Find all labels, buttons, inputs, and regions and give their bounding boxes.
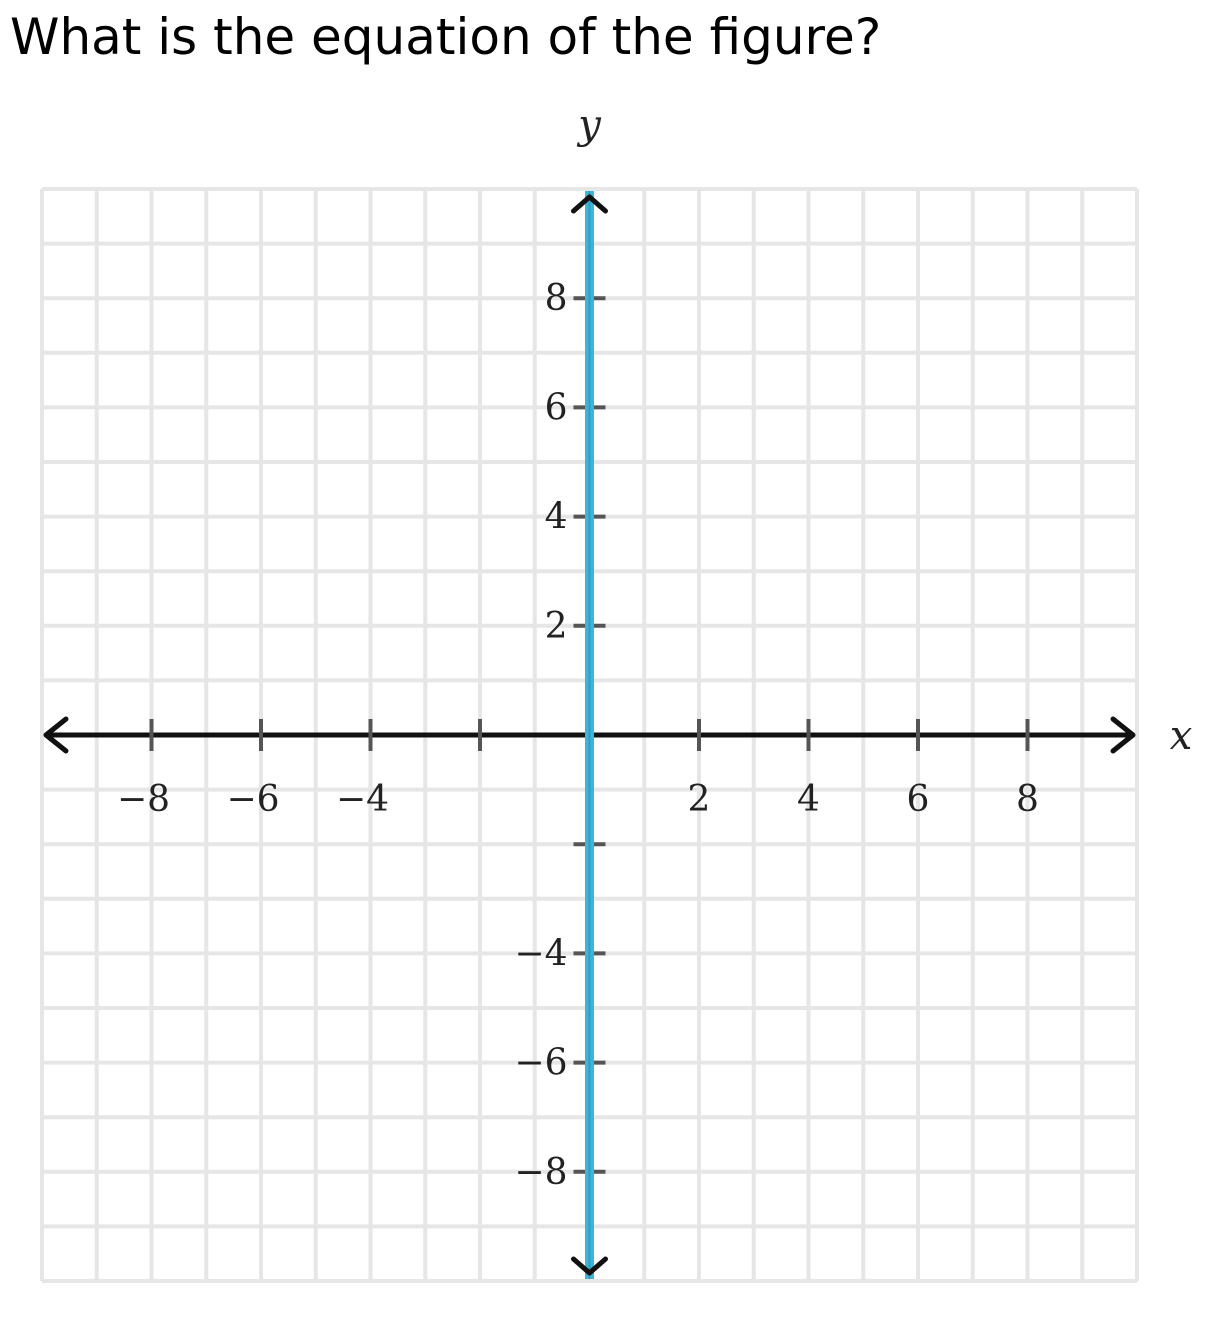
x-tick-label: −4 (336, 779, 389, 820)
y-tick-label: −8 (514, 1152, 567, 1193)
x-tick-label: 6 (907, 779, 930, 820)
question-text: What is the equation of the figure? (10, 8, 882, 66)
y-tick-label: 2 (545, 606, 568, 647)
y-tick-label: 6 (545, 387, 568, 428)
y-axis-label: y (576, 102, 602, 148)
y-tick-label: −6 (514, 1043, 567, 1084)
series (571, 191, 608, 1279)
x-axis-arrow-right (1110, 716, 1136, 754)
labels: −8 −6 −4 2 4 6 8 8 6 4 2 −4 −6 −8 x y (117, 102, 1192, 1193)
x-tick-label: 2 (688, 779, 711, 820)
x-axis-arrow-left (43, 716, 69, 754)
x-tick-label: −8 (117, 779, 170, 820)
x-axis-label: x (1170, 713, 1193, 759)
y-tick-label: 4 (545, 497, 568, 538)
x-tick-label: 8 (1016, 779, 1039, 820)
series-arrow-bottom (571, 1256, 608, 1276)
x-tick-label: 4 (797, 779, 820, 820)
series-arrow-top (571, 194, 608, 214)
x-tick-label: −6 (226, 779, 279, 820)
y-tick-label: −4 (514, 933, 567, 974)
y-tick-label: 8 (545, 278, 568, 319)
